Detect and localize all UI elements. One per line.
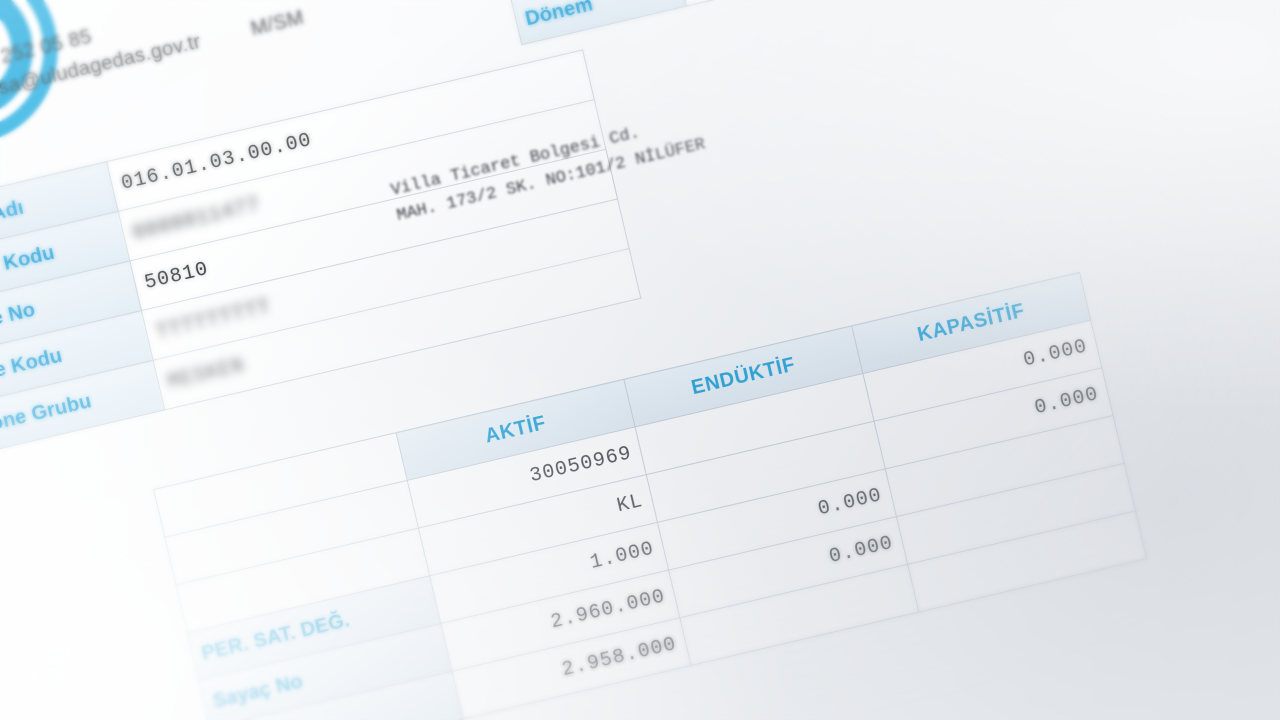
- table-row: Dönem: [511, 0, 949, 45]
- donem-value: [675, 0, 949, 7]
- corner-code: M/SM: [248, 6, 307, 41]
- document-id-table: Dosya No 1 Sıra No 2010/10 Dönem: [489, 0, 949, 45]
- donem-label: Dönem: [511, 0, 687, 45]
